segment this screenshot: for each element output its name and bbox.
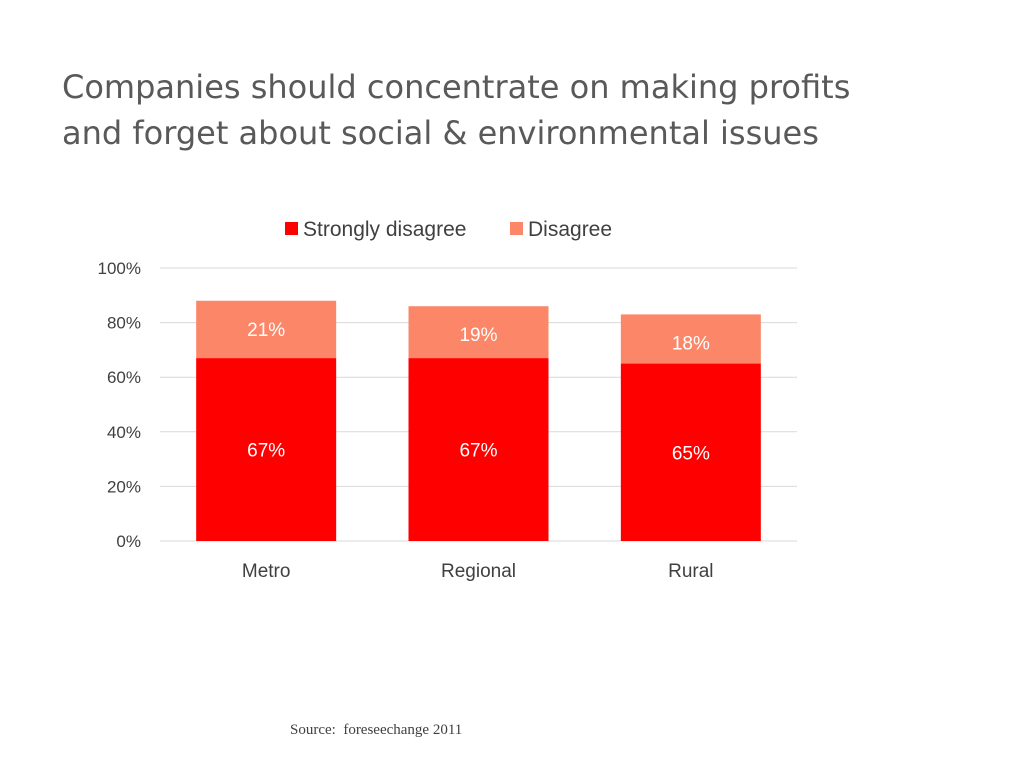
bars (196, 300, 761, 541)
bar-disagree (196, 300, 337, 359)
bar-data-label: 21% (247, 320, 285, 341)
bar-data-label: 65% (672, 443, 710, 464)
bar-data-label: 67% (459, 441, 497, 462)
y-tick-label: 100% (98, 259, 141, 278)
legend-swatch (285, 222, 298, 235)
y-tick-label: 80% (107, 314, 141, 333)
chart-legend: Strongly disagree Disagree (285, 218, 612, 241)
title-line-2: and forget about social & environmental … (62, 114, 819, 152)
title-line-1: Companies should concentrate on making p… (62, 68, 851, 106)
bar-labels: 67% 21% 67% 19% 65% 18% (247, 320, 710, 465)
y-tick-label: 0% (116, 532, 141, 551)
y-tick-label: 40% (107, 423, 141, 442)
x-tick-label: Rural (668, 561, 713, 582)
bar-data-label: 67% (247, 441, 285, 462)
legend-label: Disagree (528, 218, 612, 241)
bar-data-label: 18% (672, 333, 710, 354)
bar-disagree (620, 314, 761, 364)
bar-strongly-disagree (196, 358, 337, 541)
bar-strongly-disagree (620, 363, 761, 541)
x-axis-ticks: Metro Regional Rural (242, 561, 714, 582)
source-note: Source: foreseechange 2011 (290, 722, 463, 738)
y-axis-ticks: 0% 20% 40% 60% 80% 100% (98, 259, 141, 551)
x-tick-label: Regional (441, 561, 516, 582)
y-tick-label: 60% (107, 368, 141, 387)
slide-title: Companies should concentrate on making p… (62, 64, 962, 156)
bar-strongly-disagree (408, 358, 549, 541)
bar-data-label: 19% (459, 325, 497, 346)
legend-label: Strongly disagree (303, 218, 466, 241)
y-tick-label: 20% (107, 477, 141, 496)
legend-swatch (510, 222, 523, 235)
bar-disagree (408, 306, 549, 359)
x-tick-label: Metro (242, 561, 291, 582)
